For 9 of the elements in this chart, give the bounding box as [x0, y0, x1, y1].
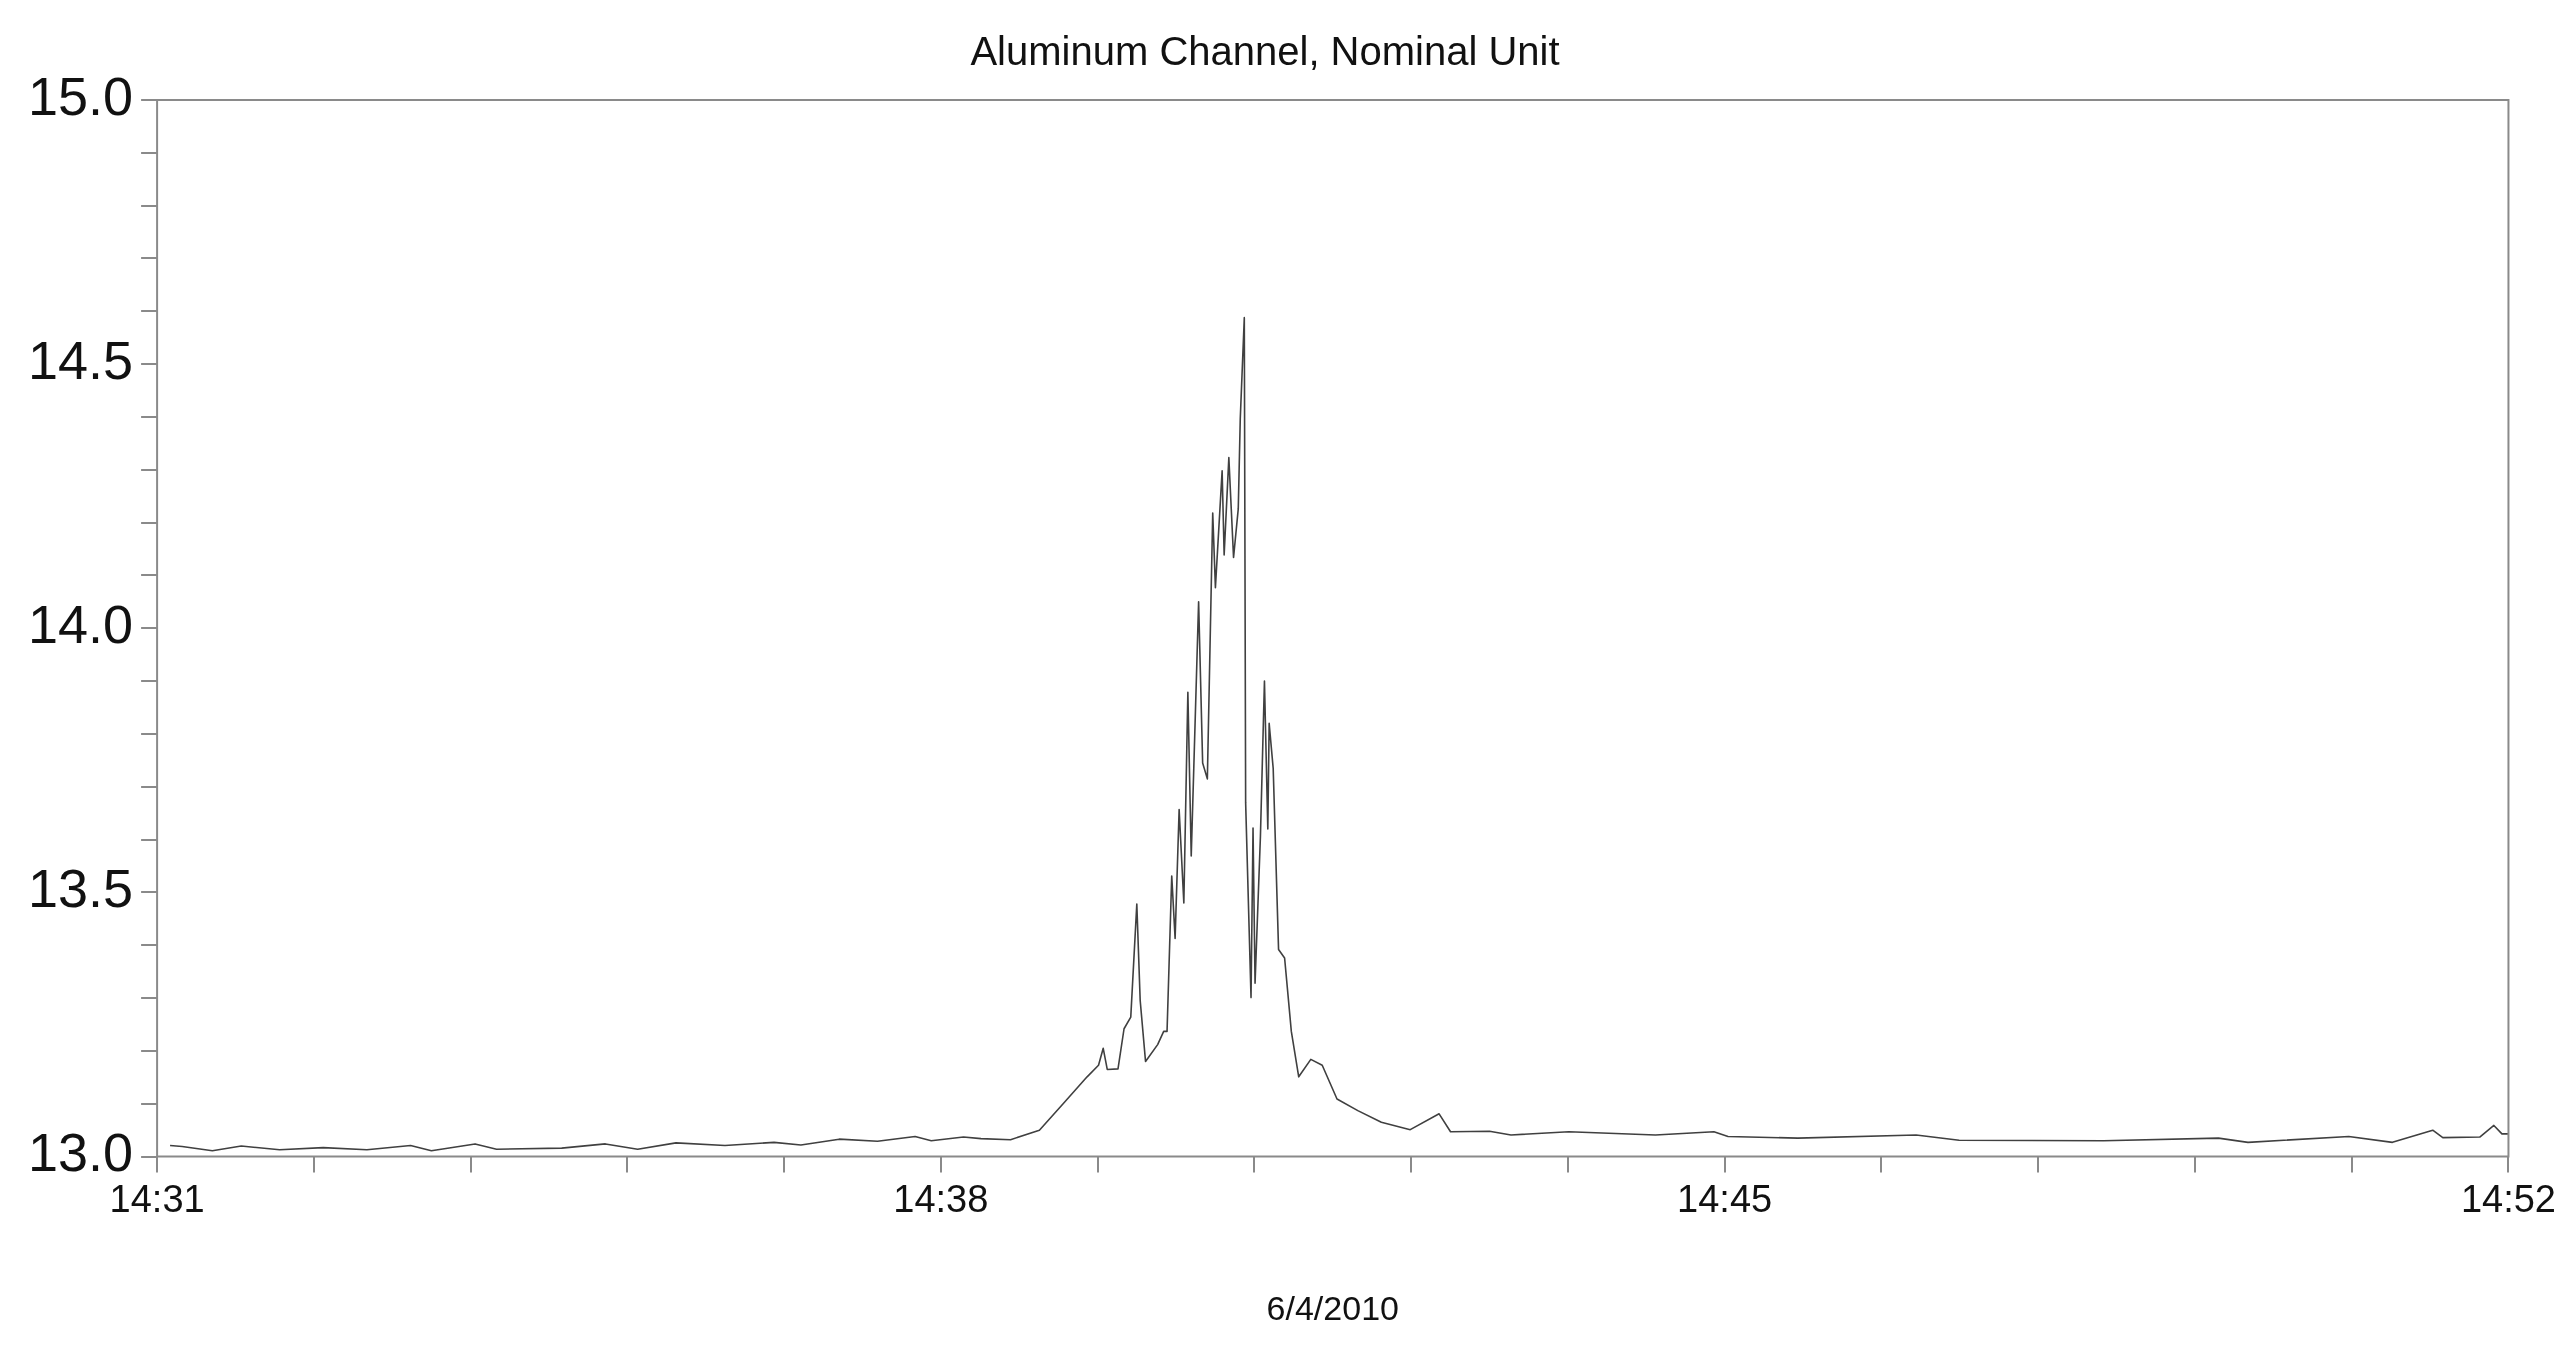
y-tick-label: 15.0 — [27, 65, 134, 126]
x-axis-title: 6/4/2010 — [1266, 1288, 1399, 1327]
y-tick-label: 14.5 — [27, 330, 134, 391]
x-tick-label: 14:38 — [893, 1177, 989, 1220]
y-tick-label: 13.5 — [27, 858, 134, 919]
x-tick-label: 14:52 — [2460, 1177, 2556, 1220]
chart-title: Aluminum Channel, Nominal Unit — [970, 29, 1560, 74]
x-tick-label: 14:45 — [1677, 1177, 1773, 1220]
y-tick-label: 14.0 — [27, 594, 134, 655]
